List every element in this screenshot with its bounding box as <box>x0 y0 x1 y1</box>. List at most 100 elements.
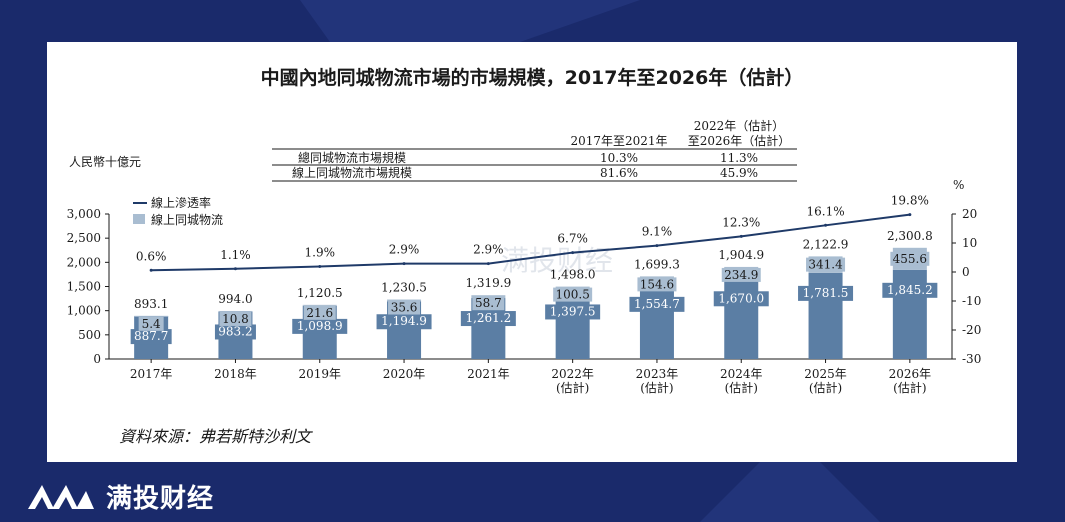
penetration-label: 12.3% <box>722 215 760 229</box>
penetration-label: 2.9% <box>389 243 420 257</box>
y-tick-label: 1,500 <box>67 280 101 294</box>
bar-online-label: 154.6 <box>640 277 674 291</box>
x-tick-label: 2022年 <box>551 367 594 381</box>
bar-offline-label: 887.7 <box>134 329 168 343</box>
bar-offline-label: 1,397.5 <box>550 304 596 318</box>
cagr-row-label: 總同城物流市場規模 <box>298 150 406 165</box>
bar-total-label: 2,300.8 <box>887 229 933 243</box>
data-labels: 887.75.4 893.1 983.210.8 994.0 1,098.921.6 1,… <box>130 194 938 345</box>
y2-tick-label: 10 <box>962 236 977 250</box>
penetration-point <box>233 267 237 271</box>
cagr-row-value: 81.6% <box>600 166 638 180</box>
y-tick-label: 2,000 <box>67 255 101 269</box>
brand-name: 满投财经 <box>106 483 215 514</box>
chart: 中國內地同城物流市場的市場規模，2017年至2026年（估計） 2017年至20… <box>67 66 982 446</box>
bar-online <box>302 304 337 306</box>
bar-total-label: 1,319.9 <box>465 276 511 290</box>
bar-offline-label-bg <box>629 296 685 312</box>
cagr-header-2a: 2022年（估計） <box>694 118 785 133</box>
y-tick-label: 0 <box>93 352 101 366</box>
bar-offline-label: 1,554.7 <box>634 297 680 311</box>
bar-online-label-bg <box>806 257 846 272</box>
chart-card: 中國內地同城物流市場的市場規模，2017年至2026年（估計） 2017年至20… <box>47 42 1017 462</box>
bar-offline-label-bg <box>798 285 854 301</box>
penetration-point <box>824 223 828 227</box>
penetration-label: 6.7% <box>557 232 588 246</box>
penetration-point <box>318 264 322 268</box>
bar-total-label: 893.1 <box>134 297 168 311</box>
bar-online-label: 234.9 <box>724 268 758 282</box>
bar-online <box>218 310 253 312</box>
penetration-label: 19.8% <box>891 194 929 208</box>
x-tick-label: 2018年 <box>214 367 257 381</box>
penetration-point <box>571 251 575 255</box>
penetration-label: 1.9% <box>305 245 336 259</box>
bar-online-label-bg <box>219 311 252 326</box>
bar-online-label: 35.6 <box>391 301 418 315</box>
penetration-point <box>739 234 743 238</box>
penetration-point <box>486 262 490 266</box>
x-tick-sublabel: (估計) <box>556 380 589 395</box>
x-tick-label: 2025年 <box>804 367 847 381</box>
legend-bar-swatch <box>133 214 145 224</box>
y-tick-label: 3,000 <box>67 207 101 221</box>
bar-online-label-bg <box>637 277 677 292</box>
bar-offline <box>555 291 590 359</box>
y-tick-label: 1,000 <box>67 304 101 318</box>
cagr-table: 2017年至2021年 2022年（估計） 至2026年（估計） 總同城物流市場… <box>272 118 797 182</box>
bar-online-label-bg <box>138 316 164 331</box>
bar-offline-label: 1,670.0 <box>718 291 764 305</box>
legend-line-label: 線上滲透率 <box>151 195 211 210</box>
bar-offline <box>639 283 674 359</box>
y2-tick-label: -30 <box>962 352 981 366</box>
x-tick-sublabel: (估計) <box>809 380 842 395</box>
penetration-point <box>908 213 912 217</box>
cagr-header-1: 2017年至2021年 <box>570 134 667 148</box>
bar-online-label: 100.5 <box>555 288 589 302</box>
brand-mark-icon <box>28 485 94 509</box>
bar-offline-label-bg <box>376 314 432 330</box>
penetration-label: 9.1% <box>642 225 673 239</box>
x-tick-label: 2017年 <box>130 367 173 381</box>
bar-online-label: 341.4 <box>808 258 843 272</box>
bar-online-label: 10.8 <box>222 312 249 326</box>
bar-online-label-bg <box>721 267 761 282</box>
bar-online-label-bg <box>553 287 593 302</box>
x-tick-label: 2024年 <box>720 367 763 381</box>
source-note: 資料來源：弗若斯特沙利文 <box>119 427 313 446</box>
x-tick-label: 2026年 <box>889 367 932 381</box>
x-tick-sublabel: (估計) <box>725 380 758 395</box>
penetration-label: 1.1% <box>220 248 251 262</box>
bar-online <box>134 315 169 317</box>
x-tick-sublabel: (估計) <box>640 380 673 395</box>
cagr-row-value: 10.3% <box>600 151 638 165</box>
bar-offline-label: 1,845.2 <box>887 283 933 297</box>
penetration-line <box>149 213 912 272</box>
bar-online-label: 455.6 <box>893 252 927 266</box>
bar-online-label-bg <box>303 305 336 320</box>
bar-offline-label-bg <box>214 324 256 340</box>
penetration-line-path <box>151 213 910 272</box>
bar-total-label: 1,120.5 <box>297 286 343 300</box>
x-tick-label: 2020年 <box>383 367 426 381</box>
bar-total-label: 1,699.3 <box>634 257 680 271</box>
bar-online-label-bg <box>472 296 505 311</box>
y-tick-label: 2,500 <box>67 231 101 245</box>
bar-offline-label: 983.2 <box>218 324 252 338</box>
bar-total-label: 994.0 <box>218 292 252 306</box>
penetration-label: 0.6% <box>136 249 167 263</box>
bar-offline-label: 1,261.2 <box>465 311 511 325</box>
bar-total-label: 1,230.5 <box>381 281 427 295</box>
x-tick-sublabel: (估計) <box>893 380 926 395</box>
bar-online-label: 5.4 <box>142 317 161 331</box>
axes: 0 500 1,000 1,500 2,000 2,500 3,000 -30 -20 -10 0 1… <box>67 207 982 395</box>
y2-tick-label: 0 <box>962 265 970 279</box>
cagr-header-2b: 至2026年（估計） <box>688 133 791 148</box>
bar-offline-label: 1,098.9 <box>297 319 343 333</box>
y2-tick-label: -20 <box>962 323 981 337</box>
cagr-row-label: 線上同城物流市場規模 <box>292 165 412 180</box>
bar-online-label-bg <box>890 251 930 266</box>
y2-axis-label: % <box>953 178 964 192</box>
y2-tick-label: 20 <box>962 207 977 221</box>
y-axis-label: 人民幣十億元 <box>69 155 141 169</box>
